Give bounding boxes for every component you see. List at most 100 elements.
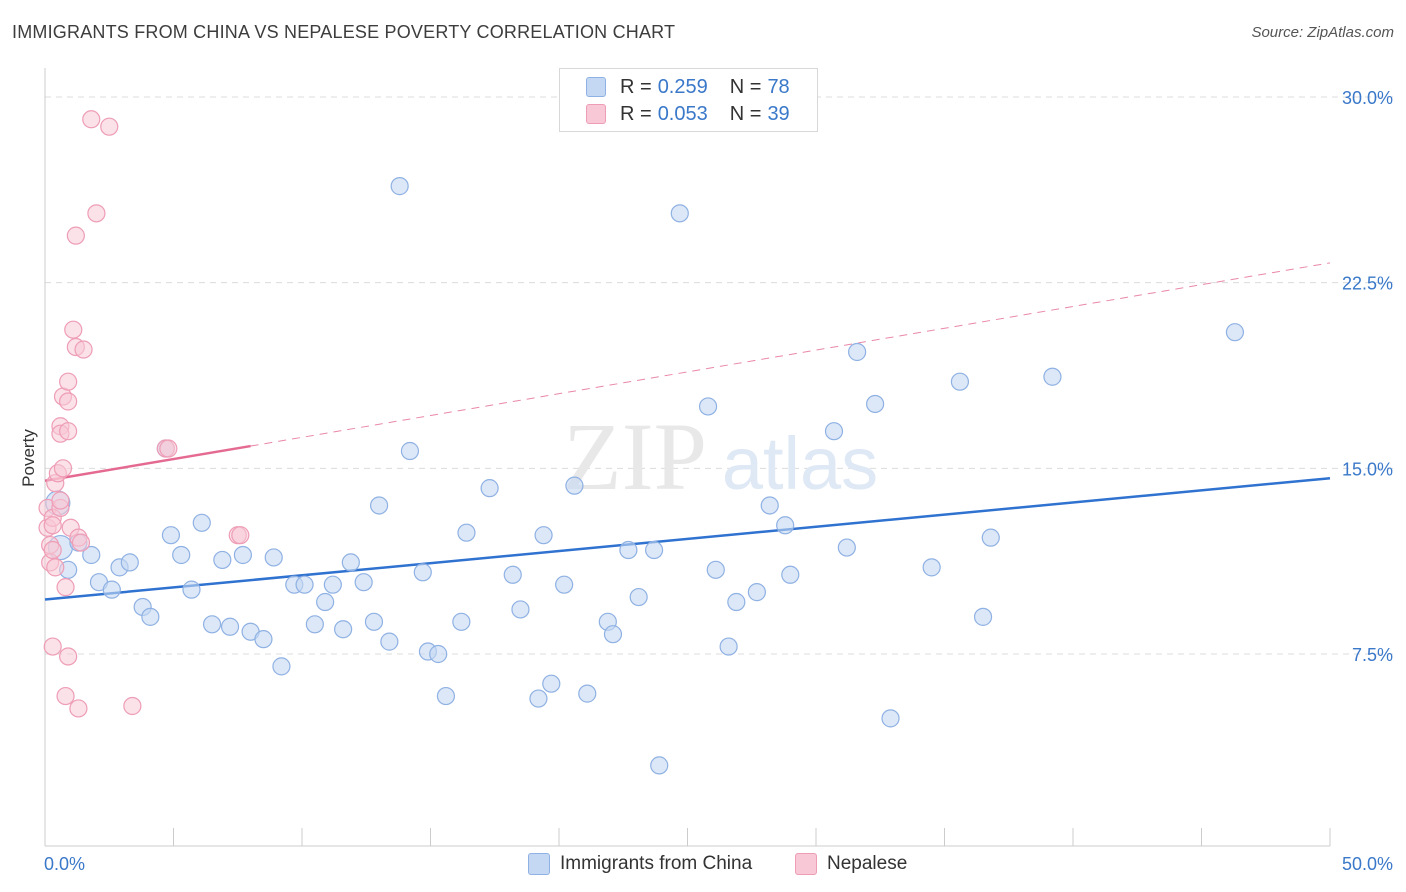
gridlines: [45, 96, 1393, 655]
point-china: [837, 538, 856, 557]
point-china: [161, 526, 181, 545]
axes: [44, 68, 1331, 847]
point-china: [82, 545, 101, 565]
point-china: [698, 397, 718, 416]
point-nepalese: [159, 439, 178, 458]
x-tick-label: 50.0%: [1342, 854, 1393, 874]
point-china: [413, 563, 432, 582]
point-china: [182, 580, 201, 599]
point-nepalese: [59, 392, 78, 411]
point-nepalese: [100, 117, 119, 136]
point-nepalese: [46, 558, 65, 577]
point-china: [503, 565, 522, 584]
point-china: [981, 528, 1000, 547]
watermark-zip: ZIP: [563, 403, 707, 510]
point-china: [578, 684, 597, 703]
point-china: [390, 177, 409, 196]
point-china: [452, 612, 471, 631]
point-nepalese: [71, 533, 91, 552]
point-china: [719, 637, 738, 656]
point-china: [848, 342, 867, 362]
point-china: [102, 580, 121, 599]
point-china: [429, 644, 448, 664]
point-china: [316, 592, 335, 612]
tick-labels: 7.5% 15.0% 22.5% 30.0% 0.0% 50.0%: [44, 88, 1393, 874]
point-china: [1043, 367, 1062, 386]
point-china: [141, 607, 160, 626]
point-china: [706, 560, 725, 579]
point-china: [650, 756, 669, 775]
point-china: [776, 516, 795, 535]
point-nepalese: [43, 637, 62, 656]
point-china: [272, 657, 291, 676]
point-china: [202, 615, 222, 634]
point-nepalese: [59, 372, 78, 391]
y-axis-label: Poverty: [19, 429, 38, 487]
point-china: [305, 615, 324, 634]
point-china: [213, 550, 232, 570]
legend-n-label: N =: [729, 102, 762, 125]
source-label: Source: ZipAtlas.com: [1251, 24, 1394, 41]
point-nepalese: [59, 422, 78, 441]
point-nepalese: [82, 110, 101, 129]
point-china: [323, 575, 342, 594]
point-china: [380, 632, 399, 651]
point-china: [233, 545, 252, 565]
point-china: [747, 583, 766, 602]
point-china: [866, 394, 885, 414]
bottom-legend-nepalese: Nepalese: [795, 852, 907, 876]
point-nepalese: [69, 699, 88, 718]
point-china: [727, 592, 746, 612]
legend-box: R = 0.259 N = 78 R = 0.053 N = 39: [559, 68, 818, 132]
legend-n-value-china: 78: [767, 75, 790, 98]
point-nepalese: [43, 540, 62, 560]
point-nepalese: [51, 491, 70, 510]
point-nepalese: [66, 226, 85, 245]
point-nepalese: [56, 578, 75, 597]
legend-row-china: R = 0.259 N = 78: [586, 74, 790, 100]
point-china: [534, 526, 553, 545]
point-china: [529, 689, 548, 708]
point-china: [542, 674, 561, 693]
point-china: [670, 204, 689, 223]
bottom-legend-china: Immigrants from China: [528, 852, 752, 876]
point-china: [781, 565, 800, 584]
point-nepalese: [123, 696, 142, 716]
point-china: [341, 553, 360, 572]
point-china: [922, 558, 941, 577]
point-china: [480, 479, 499, 498]
legend-r-value-nepalese: 0.053: [657, 102, 708, 125]
point-china: [644, 540, 664, 560]
point-nepalese: [64, 320, 83, 339]
point-china: [457, 523, 476, 542]
legend-r-label: R =: [620, 75, 652, 98]
point-china: [264, 548, 283, 567]
point-china: [629, 587, 648, 607]
point-china: [295, 575, 314, 594]
point-nepalese: [53, 459, 73, 478]
y-tick-label: 15.0%: [1342, 459, 1393, 479]
point-china: [436, 686, 456, 706]
point-nepalese: [74, 340, 93, 359]
point-china: [1225, 323, 1245, 342]
point-china: [973, 607, 993, 626]
point-nepalese: [56, 686, 75, 706]
point-china: [555, 575, 574, 594]
bottom-legend-swatch-nepalese: [795, 853, 817, 875]
trendline-nepalese-extension: [250, 262, 1331, 447]
y-tick-label: 7.5%: [1352, 645, 1393, 665]
point-china: [603, 625, 623, 644]
point-china: [192, 513, 211, 532]
y-tick-label: 30.0%: [1342, 88, 1393, 108]
legend-swatch-nepalese: [586, 104, 606, 124]
legend-n-label: N =: [729, 75, 762, 98]
point-china: [950, 372, 970, 391]
trendline-china: [44, 476, 1331, 601]
point-china: [565, 476, 584, 495]
point-china: [400, 441, 420, 461]
point-china: [172, 545, 191, 565]
point-china: [254, 630, 273, 649]
point-china: [220, 617, 240, 636]
bottom-legend-swatch-china: [528, 853, 550, 875]
x-tick-label: 0.0%: [44, 854, 85, 874]
